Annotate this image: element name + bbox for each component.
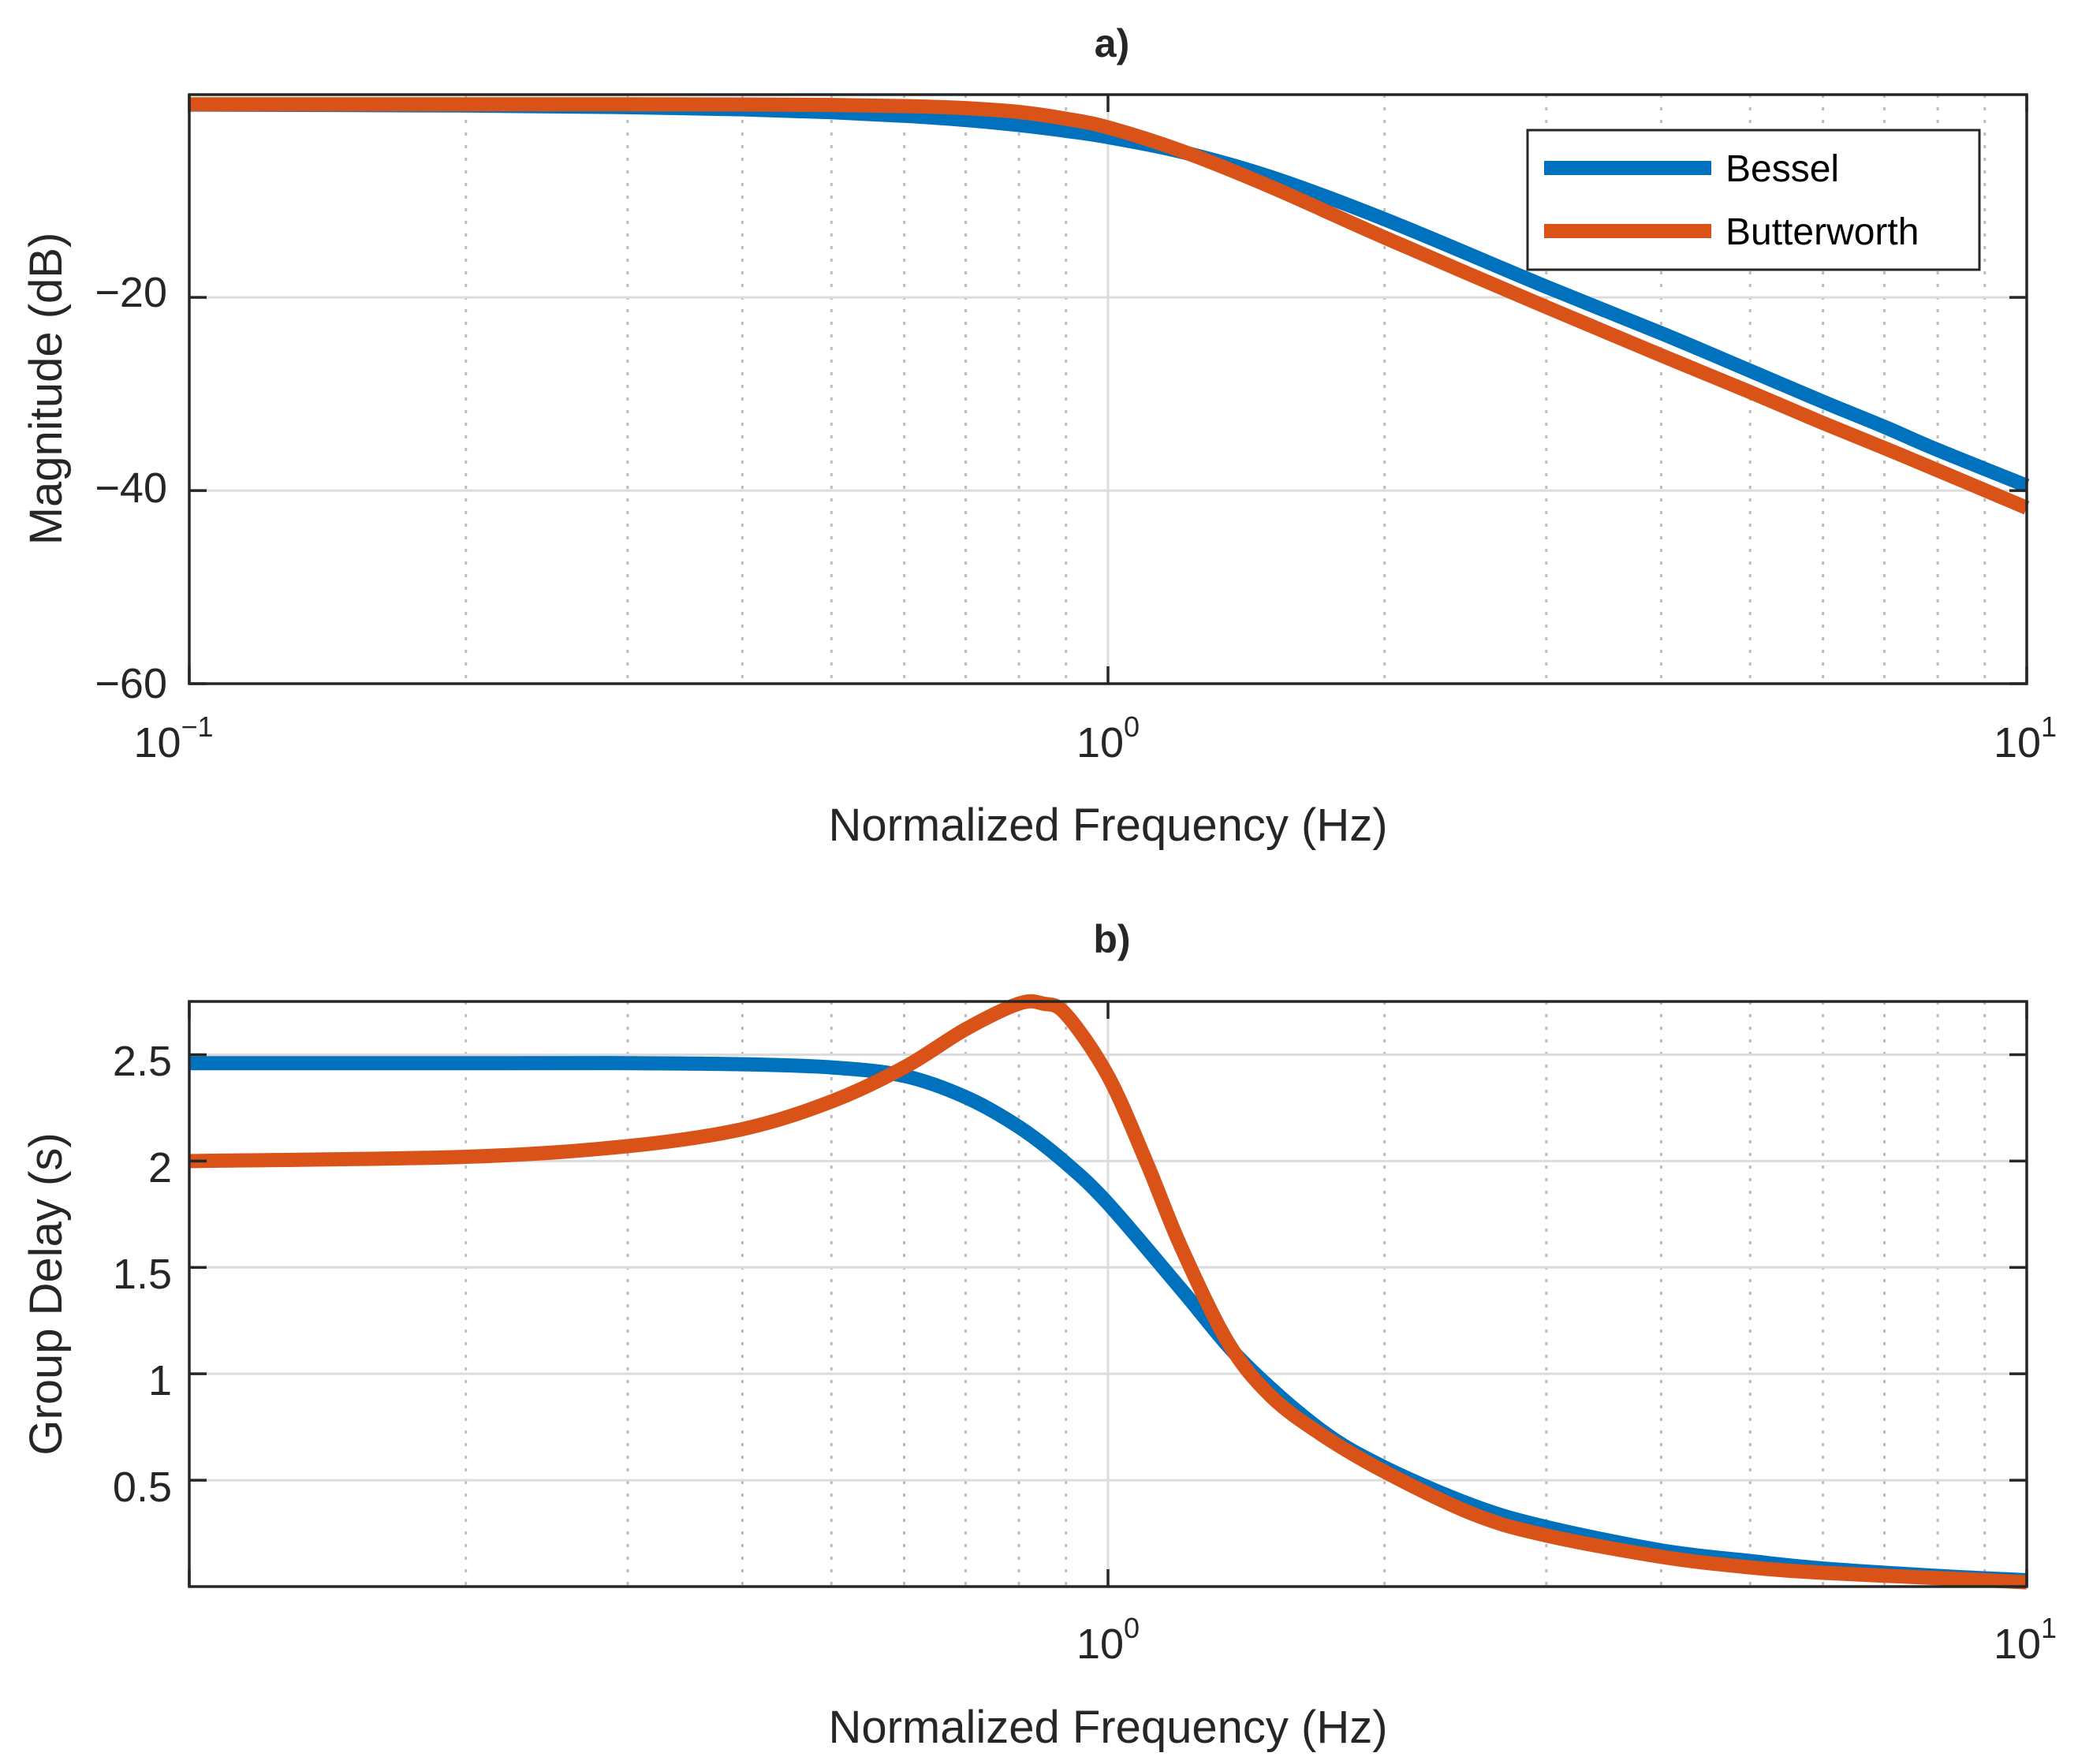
panel-b-series xyxy=(188,994,2028,1590)
panel-b-group-delay: b) 0.5 1 1.5 2 2.5 100 101 Normalized Fr… xyxy=(21,917,2057,1753)
panel-b-grid xyxy=(189,1001,2027,1587)
panel-a-x-axis-label: Normalized Frequency (Hz) xyxy=(828,800,1387,851)
panel-a-ytick-label: −20 xyxy=(95,269,167,316)
panel-a-title: a) xyxy=(1095,21,1129,65)
legend: Bessel Butterworth xyxy=(1526,129,1981,271)
panel-b-xtick-label: 100 xyxy=(1076,1612,1140,1668)
panel-b-ytick-label: 0.5 xyxy=(113,1464,172,1511)
panel-a-series xyxy=(188,97,2030,515)
panel-b-xtick-label: 101 xyxy=(1994,1612,2057,1668)
legend-box xyxy=(1526,129,1981,271)
panel-b-tick-marks xyxy=(188,1001,2028,1587)
panel-b-ytick-label: 2 xyxy=(148,1144,172,1192)
legend-label-butterworth: Butterworth xyxy=(1725,211,1919,253)
panel-a-xtick-label: 101 xyxy=(1994,710,2057,766)
panel-b-series-butterworth xyxy=(188,994,2028,1590)
panel-a-ytick-label: −40 xyxy=(95,464,167,512)
panel-b-ytick-label: 1 xyxy=(148,1357,172,1404)
panel-b-title: b) xyxy=(1093,917,1130,961)
panel-b-x-axis-label: Normalized Frequency (Hz) xyxy=(828,1702,1387,1753)
panel-a-y-axis-label: Magnitude (dB) xyxy=(21,233,72,546)
panel-a-series-butterworth xyxy=(189,97,2030,515)
panel-a-magnitude: a) −60 −40 −20 10−1 100 101 Normalized F… xyxy=(21,21,2057,851)
panel-b-ytick-label: 2.5 xyxy=(113,1038,172,1085)
panel-a-xtick-label: 100 xyxy=(1076,710,1140,766)
panel-a-tick-marks xyxy=(188,95,2028,685)
panel-a-xtick-label: 10−1 xyxy=(133,710,213,766)
panel-b-ytick-label: 1.5 xyxy=(113,1251,172,1298)
legend-label-bessel: Bessel xyxy=(1725,148,1839,190)
panel-b-y-axis-label: Group Delay (s) xyxy=(21,1132,72,1455)
panel-a-ytick-label: −60 xyxy=(95,660,167,707)
